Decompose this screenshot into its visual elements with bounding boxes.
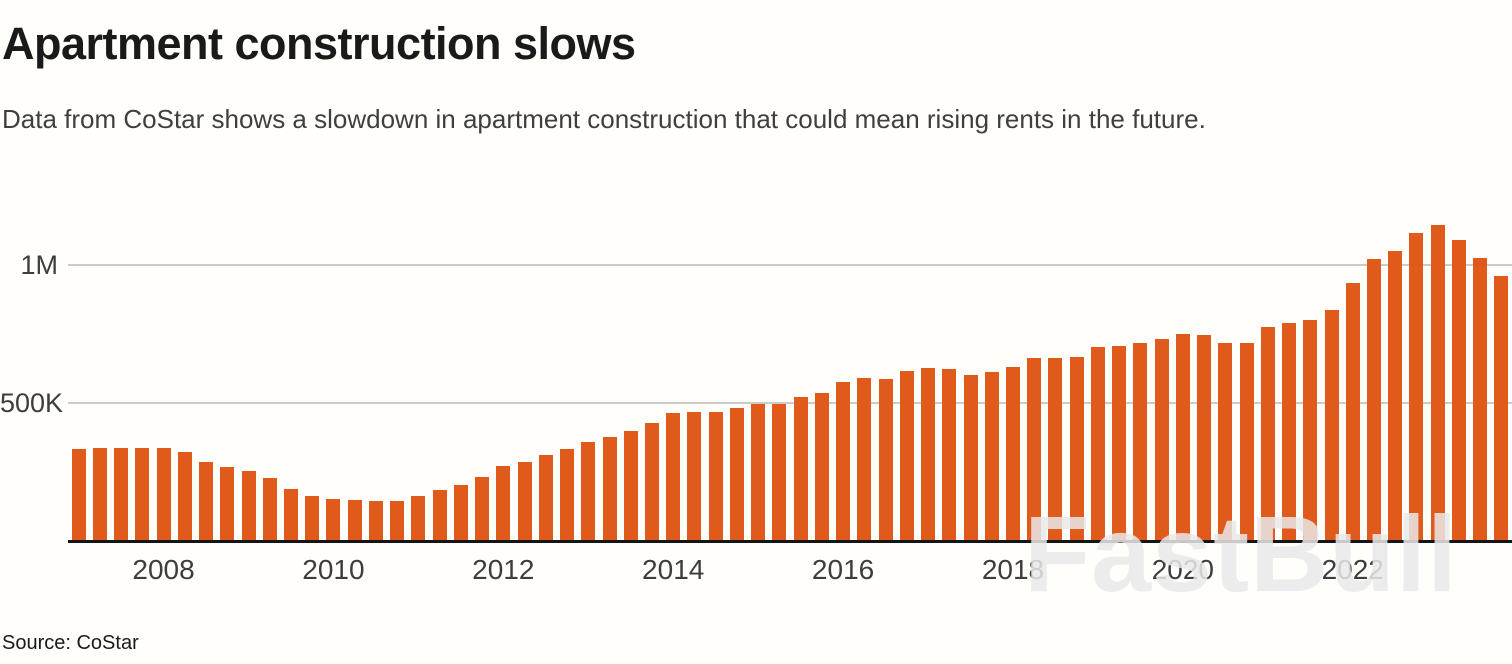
- bar-2018-q3: [1048, 358, 1063, 540]
- bar-2009-q4: [305, 496, 320, 540]
- bar-2008-q4: [220, 467, 235, 540]
- bar-2009-q1: [241, 471, 256, 540]
- bar-2016-q1: [836, 382, 851, 540]
- bar-2023-q2: [1451, 240, 1466, 540]
- x-axis-line: [68, 540, 1512, 543]
- bar-2017-q1: [921, 368, 936, 540]
- bar-2014-q4: [729, 408, 744, 540]
- bar-2013-q1: [581, 442, 596, 540]
- bar-2013-q2: [602, 437, 617, 540]
- bar-2021-q1: [1260, 327, 1275, 540]
- bar-2019-q4: [1154, 339, 1169, 540]
- x-tick-2020: 2020: [1151, 554, 1214, 585]
- y-tick-1m: 1M: [20, 250, 58, 280]
- bar-2014-q3: [708, 412, 723, 540]
- bar-2022-q3: [1388, 251, 1403, 540]
- bar-2019-q1: [1090, 347, 1105, 540]
- bar-2018-q2: [1027, 358, 1042, 540]
- bar-2023-q3: [1473, 258, 1488, 540]
- bar-2017-q4: [984, 372, 999, 540]
- bar-2022-q4: [1409, 233, 1424, 540]
- bar-2008-q1: [156, 448, 171, 540]
- bar-2016-q3: [878, 379, 893, 540]
- gridline-500k: [68, 401, 1512, 404]
- bar-2022-q1: [1345, 283, 1360, 540]
- bar-2020-q2: [1197, 335, 1212, 540]
- bar-2012-q1: [496, 466, 511, 540]
- bar-2016-q4: [899, 371, 914, 540]
- bar-2009-q3: [283, 489, 298, 540]
- bar-2010-q3: [368, 501, 383, 540]
- bar-2011-q1: [411, 496, 426, 540]
- bar-2011-q3: [453, 485, 468, 540]
- bar-2007-q3: [114, 448, 129, 540]
- bar-2015-q4: [814, 393, 829, 540]
- x-tick-2008: 2008: [132, 554, 195, 585]
- bar-2011-q2: [432, 490, 447, 540]
- bar-2015-q3: [793, 397, 808, 540]
- bar-2010-q4: [390, 501, 405, 540]
- bar-2017-q3: [963, 375, 978, 540]
- source-note: Source: CoStar: [2, 632, 139, 654]
- x-tick-2022: 2022: [1321, 554, 1384, 585]
- x-tick-2018: 2018: [981, 554, 1045, 585]
- chart-subtitle: Data from CoStar shows a slowdown in apa…: [2, 104, 1206, 134]
- x-tick-2016: 2016: [811, 554, 875, 585]
- bar-2021-q2: [1282, 323, 1297, 540]
- bar-2020-q1: [1175, 334, 1190, 540]
- bar-2017-q2: [942, 369, 957, 540]
- bar-2007-q1: [71, 449, 86, 540]
- bar-2022-q2: [1366, 259, 1381, 540]
- bar-2010-q1: [326, 499, 341, 540]
- bar-2015-q1: [751, 404, 766, 540]
- bar-2020-q4: [1239, 343, 1254, 540]
- bar-2013-q3: [623, 431, 638, 540]
- bar-2023-q4: [1494, 276, 1509, 540]
- gridline-1m: [68, 264, 1512, 266]
- bar-2018-q4: [1069, 357, 1084, 540]
- bar-2015-q2: [772, 404, 787, 540]
- bar-2012-q2: [517, 462, 532, 540]
- bar-2019-q3: [1133, 343, 1148, 540]
- bar-2014-q1: [666, 413, 681, 540]
- bar-2013-q4: [644, 423, 659, 540]
- bar-2008-q2: [177, 452, 192, 540]
- bar-2012-q4: [560, 449, 575, 540]
- bar-2009-q2: [262, 478, 277, 540]
- x-tick-2014: 2014: [642, 554, 705, 585]
- bar-2016-q2: [857, 378, 872, 540]
- bar-2012-q3: [538, 455, 553, 540]
- bar-2011-q4: [475, 477, 490, 540]
- bar-2014-q2: [687, 412, 702, 540]
- bar-2007-q2: [92, 448, 107, 540]
- y-tick-500k: 500K: [0, 387, 64, 418]
- bar-2021-q4: [1324, 310, 1339, 540]
- bar-2010-q2: [347, 500, 362, 540]
- x-tick-2012: 2012: [472, 554, 535, 585]
- bar-2018-q1: [1005, 367, 1020, 540]
- bar-2021-q3: [1303, 320, 1318, 540]
- bar-2020-q3: [1218, 343, 1233, 540]
- bar-2023-q1: [1430, 225, 1445, 540]
- bar-2007-q4: [135, 448, 150, 540]
- x-tick-2010: 2010: [302, 554, 365, 585]
- chart-title: Apartment construction slows: [2, 18, 636, 69]
- bar-2008-q3: [199, 462, 214, 540]
- bar-2019-q2: [1112, 346, 1127, 540]
